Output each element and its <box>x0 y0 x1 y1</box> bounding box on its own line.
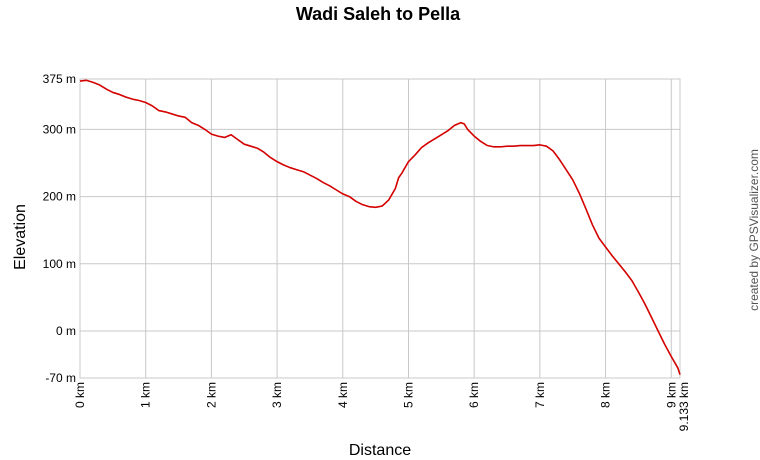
x-tick-label: 9 km <box>664 382 678 408</box>
x-tick-label: 7 km <box>533 382 547 408</box>
plot-frame <box>79 78 681 379</box>
elevation-profile-line <box>79 79 681 375</box>
y-tick-label: 0 m <box>56 324 76 338</box>
y-tick-label: 100 m <box>43 257 76 271</box>
x-axis-label: Distance <box>349 442 411 459</box>
x-tick-label: 4 km <box>336 382 350 408</box>
x-axis-ticks: 0 km 1 km 2 km 3 km 4 km 5 km 6 km 7 km 8 km 9 km… <box>73 382 691 431</box>
grid-lines <box>79 78 680 379</box>
x-tick-label: 1 km <box>139 382 153 408</box>
x-tick-label: 8 km <box>599 382 613 408</box>
y-axis-ticks: 375 m 300 m 200 m 100 m 0 m -70 m <box>43 72 76 385</box>
x-tick-label: 3 km <box>270 382 284 408</box>
x-tick-label: 2 km <box>204 382 218 408</box>
x-tick-label: 6 km <box>467 382 481 408</box>
y-tick-label: 300 m <box>43 122 76 136</box>
y-axis-label: Elevation <box>12 204 29 270</box>
x-tick-label: 5 km <box>401 382 415 408</box>
x-tick-label: 0 km <box>73 382 87 408</box>
y-tick-label: 200 m <box>43 190 76 204</box>
chart-title: Wadi Saleh to Pella <box>296 4 461 24</box>
credit-label: created by GPSVisualizer.com <box>747 149 760 311</box>
y-tick-label: 375 m <box>43 72 76 86</box>
y-tick-label: -70 m <box>45 371 76 385</box>
x-tick-label: 9.133 km <box>677 382 691 431</box>
